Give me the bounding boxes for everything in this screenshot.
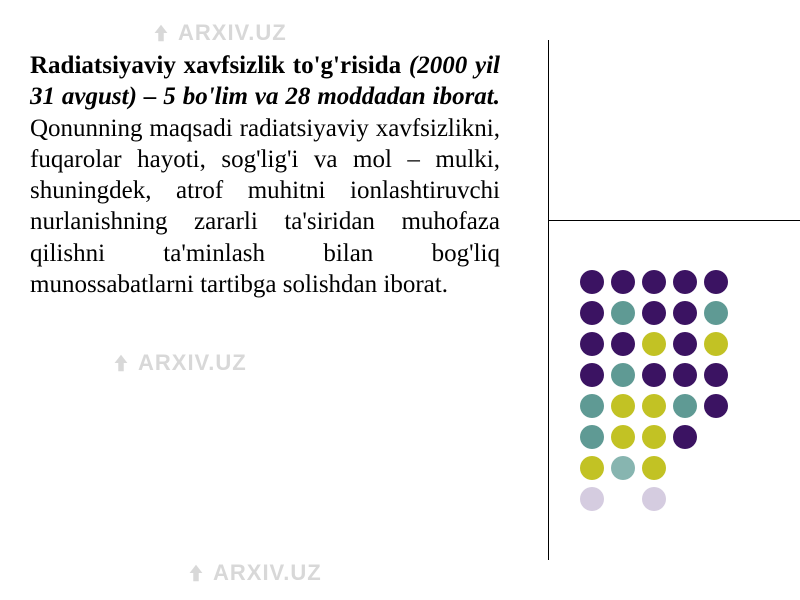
dot <box>580 487 604 511</box>
watermark-text: ARXIV.UZ <box>213 560 322 586</box>
dot <box>580 363 604 387</box>
paragraph-text: Qonunning maqsadi radiatsiyaviy xavfsizl… <box>30 115 500 298</box>
dot <box>611 270 635 294</box>
vertical-divider <box>548 40 549 560</box>
dot-row <box>580 332 728 356</box>
title-text: Radiatsiyaviy xavfsizlik to'g'risida <box>30 52 401 79</box>
dot <box>642 456 666 480</box>
dot-row <box>580 456 728 480</box>
dot <box>580 394 604 418</box>
dot <box>704 332 728 356</box>
dot <box>642 332 666 356</box>
dot <box>673 301 697 325</box>
dot-row <box>580 487 728 511</box>
dot-row <box>580 301 728 325</box>
dot-row <box>580 425 728 449</box>
dot-row <box>580 394 728 418</box>
dot <box>611 332 635 356</box>
dot <box>673 270 697 294</box>
dot <box>642 270 666 294</box>
dot <box>611 394 635 418</box>
dot <box>673 425 697 449</box>
dot <box>704 363 728 387</box>
dot <box>611 363 635 387</box>
dot-grid <box>580 270 728 511</box>
dot-row <box>580 270 728 294</box>
dot <box>673 332 697 356</box>
horizontal-divider <box>548 220 800 221</box>
dot <box>642 425 666 449</box>
dot <box>580 301 604 325</box>
dot <box>673 363 697 387</box>
dot <box>580 456 604 480</box>
watermark-text: ARXIV.UZ <box>138 350 247 376</box>
watermark-text: ARXIV.UZ <box>178 20 287 46</box>
arrow-up-icon <box>150 22 172 44</box>
body-text-block: Radiatsiyaviy xavfsizlik to'g'risida (20… <box>30 50 500 300</box>
dot <box>642 363 666 387</box>
dot <box>673 394 697 418</box>
dot <box>704 270 728 294</box>
dot <box>704 394 728 418</box>
arrow-up-icon <box>110 352 132 374</box>
dot <box>611 301 635 325</box>
dot-row <box>580 363 728 387</box>
watermark: ARXIV.UZ <box>150 20 287 46</box>
dot <box>642 487 666 511</box>
watermark: ARXIV.UZ <box>185 560 322 586</box>
arrow-up-icon <box>185 562 207 584</box>
dot <box>580 332 604 356</box>
dot <box>611 456 635 480</box>
dot <box>642 301 666 325</box>
dot <box>611 425 635 449</box>
dot <box>642 394 666 418</box>
dot <box>580 270 604 294</box>
dot <box>580 425 604 449</box>
watermark: ARXIV.UZ <box>110 350 247 376</box>
dot <box>704 301 728 325</box>
